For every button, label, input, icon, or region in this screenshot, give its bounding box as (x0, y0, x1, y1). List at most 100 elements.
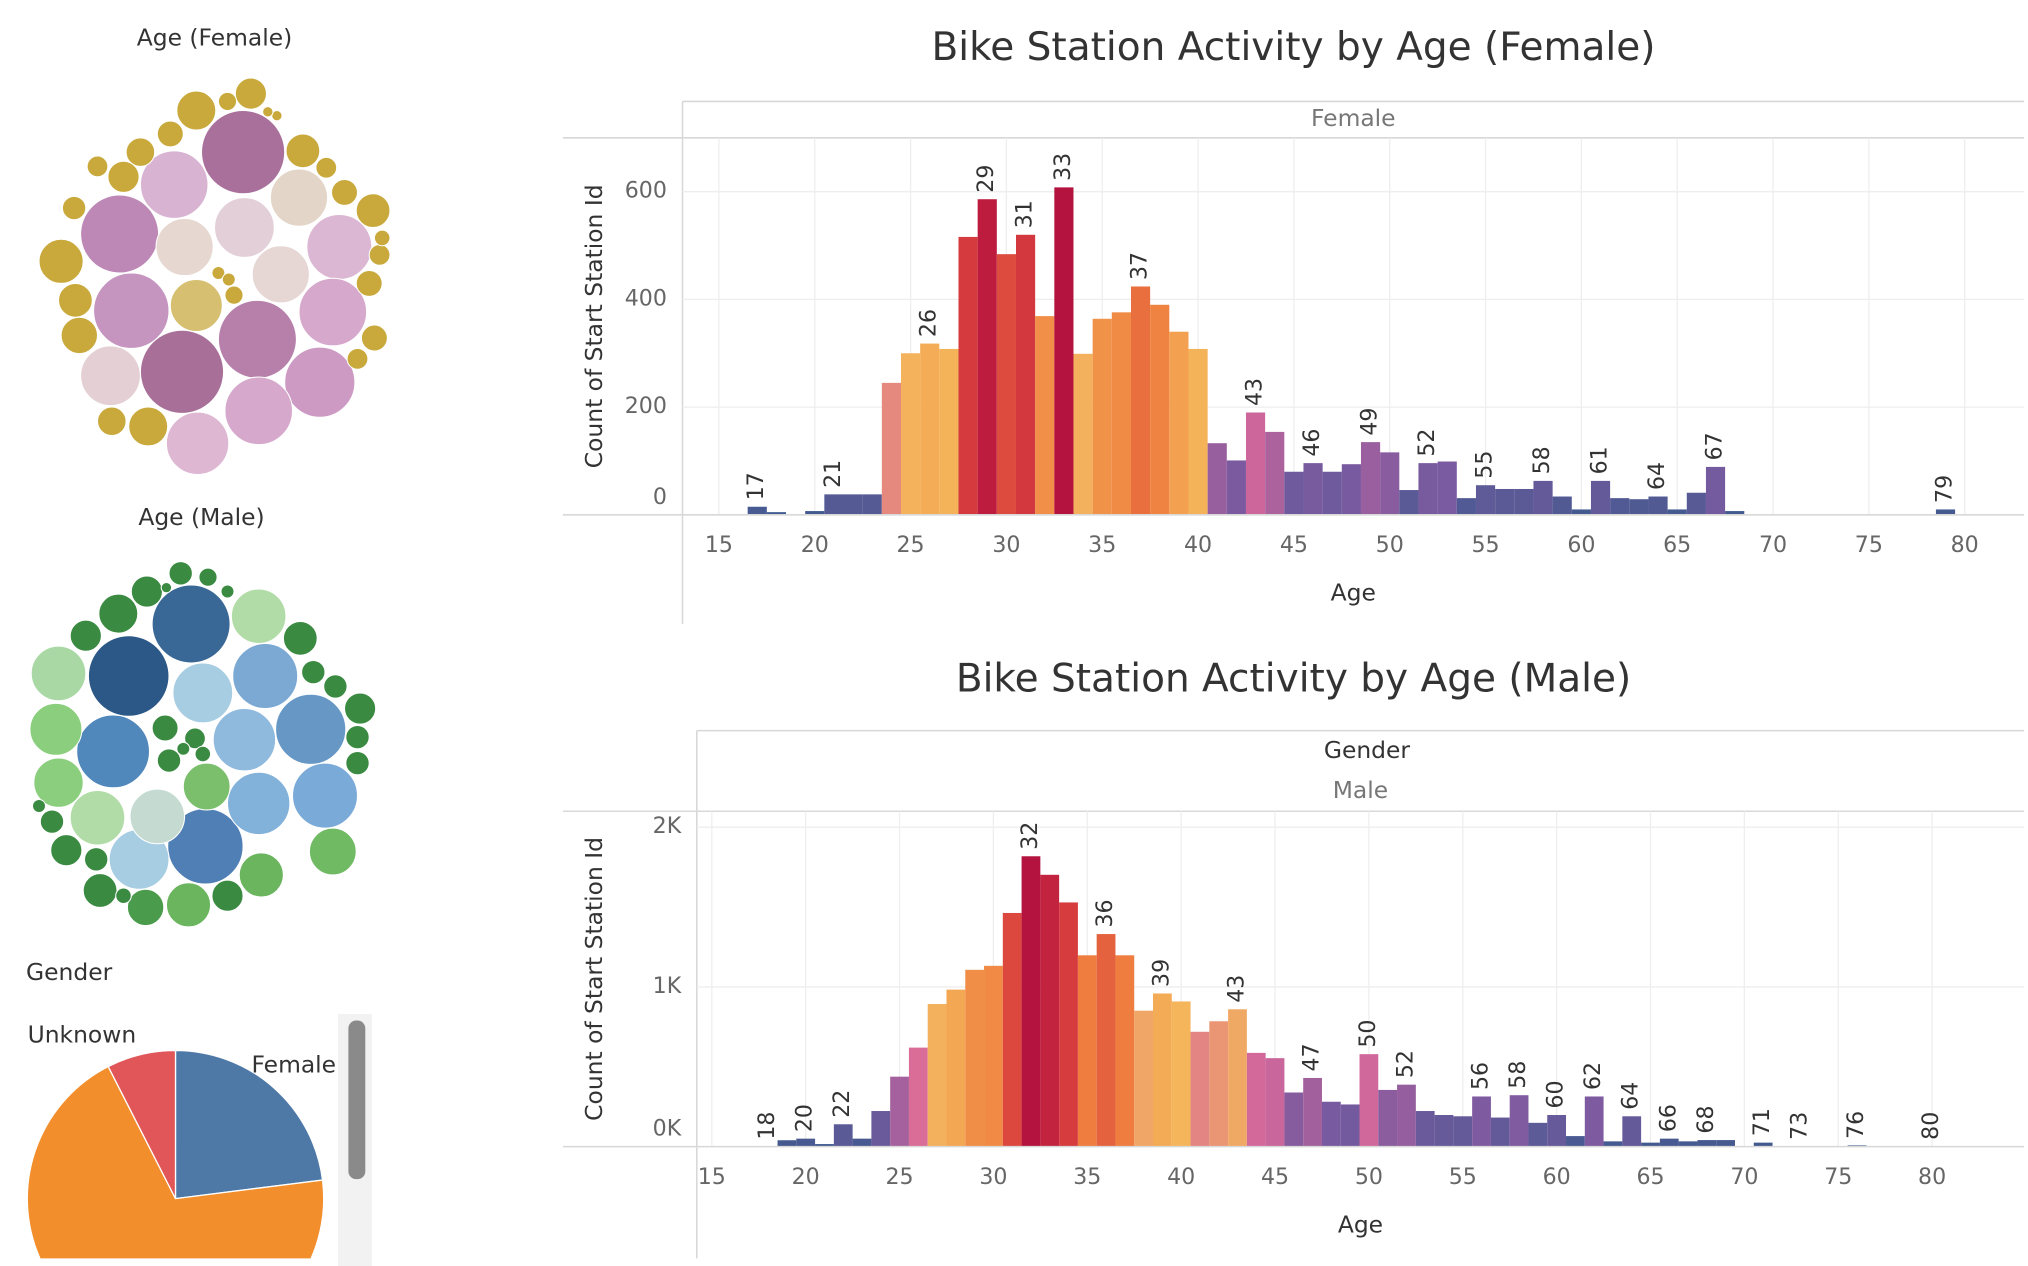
data-label: 64 (1644, 462, 1670, 490)
bar (862, 494, 882, 515)
bar (1096, 934, 1116, 1147)
bar (996, 254, 1016, 515)
bar (1209, 1021, 1229, 1147)
bubble (165, 882, 212, 928)
scrollbar-thumb[interactable] (348, 1020, 366, 1180)
data-label: 67 (1702, 432, 1728, 460)
y-axis-label: Count of Start Station Id (580, 837, 608, 1121)
bar (1054, 187, 1074, 515)
x-tick-label: 20 (792, 1164, 820, 1190)
bar (1571, 509, 1591, 515)
bubble (200, 110, 286, 195)
bubble (82, 873, 118, 908)
bar (946, 989, 966, 1147)
data-label: 56 (1468, 1062, 1494, 1090)
data-label: 33 (1050, 153, 1076, 181)
data-label: 80 (1918, 1112, 1944, 1140)
bar (1566, 1136, 1585, 1147)
bubble (61, 195, 87, 221)
bar (1207, 443, 1227, 515)
chart-title: Bike Station Activity by Age (Male) (956, 657, 1631, 702)
bubble (139, 150, 209, 219)
bar (908, 1047, 928, 1147)
bubble (160, 581, 173, 594)
bubble (224, 285, 244, 305)
data-label: 62 (1580, 1062, 1606, 1090)
y-tick-label: 400 (625, 285, 667, 311)
bar (1678, 1141, 1698, 1147)
bar (1059, 902, 1078, 1147)
bar (1226, 460, 1246, 515)
y-tick-label: 1K (653, 973, 682, 999)
bar (1935, 509, 1956, 515)
bubble (107, 160, 140, 193)
bar (833, 1124, 853, 1147)
y-tick-label: 2K (653, 813, 682, 839)
bar (1284, 1092, 1304, 1147)
bar (871, 1111, 891, 1147)
x-tick-label: 50 (1355, 1164, 1383, 1190)
data-label: 68 (1693, 1105, 1719, 1133)
bubble (38, 238, 84, 284)
bar (1092, 318, 1112, 515)
bubble (212, 708, 277, 772)
bubble (282, 620, 318, 656)
bubble (156, 120, 184, 148)
bubble (172, 662, 234, 724)
bar (1705, 466, 1726, 515)
bar (1171, 1001, 1191, 1147)
bar (1303, 463, 1323, 515)
bubble (291, 762, 359, 829)
data-label: 60 (1543, 1080, 1569, 1108)
data-label: 47 (1299, 1043, 1325, 1071)
bar (1622, 1116, 1642, 1147)
bubble (155, 217, 214, 277)
bar (852, 1138, 872, 1147)
bar (900, 353, 921, 515)
bar (1472, 1096, 1491, 1147)
pie-label: Female (252, 1051, 337, 1079)
bar (1495, 488, 1515, 515)
pie-slice (26, 1065, 325, 1259)
bar (1265, 1058, 1285, 1147)
bubble (355, 193, 391, 229)
x-tick-label: 80 (1918, 1164, 1946, 1190)
bar (1190, 1031, 1210, 1147)
bar (1340, 1104, 1360, 1147)
bar (1697, 1140, 1717, 1147)
bar (1686, 492, 1706, 515)
bubble (130, 575, 164, 608)
data-label: 71 (1749, 1108, 1775, 1136)
bubble (360, 324, 388, 352)
facet-title: Gender (1324, 736, 1411, 764)
bubble (224, 376, 294, 446)
bubble (30, 645, 87, 702)
bubble (176, 741, 191, 756)
data-label: 32 (1017, 822, 1043, 850)
bubble (284, 346, 356, 418)
data-label: 49 (1357, 408, 1383, 436)
bar (1035, 316, 1055, 515)
bubble-title: Age (Female) (137, 24, 293, 52)
bar (1359, 1054, 1379, 1147)
x-tick-label: 65 (1636, 1164, 1664, 1190)
x-tick-label: 65 (1663, 532, 1691, 558)
bar (1399, 490, 1419, 515)
bubble (151, 714, 179, 742)
bar (1188, 348, 1208, 515)
bubble (323, 674, 348, 699)
pie-label: Unknown (28, 1021, 137, 1049)
bar (1077, 955, 1097, 1147)
bar (958, 236, 978, 515)
y-tick-label: 0K (653, 1116, 682, 1142)
pie (26, 1049, 325, 1259)
bar (1111, 312, 1131, 515)
bubble (230, 588, 287, 645)
bubble (115, 887, 132, 905)
bubble (182, 762, 231, 811)
bar (1453, 1116, 1473, 1147)
data-label: 52 (1392, 1050, 1418, 1078)
bar (1667, 509, 1687, 515)
x-tick-label: 40 (1184, 532, 1212, 558)
